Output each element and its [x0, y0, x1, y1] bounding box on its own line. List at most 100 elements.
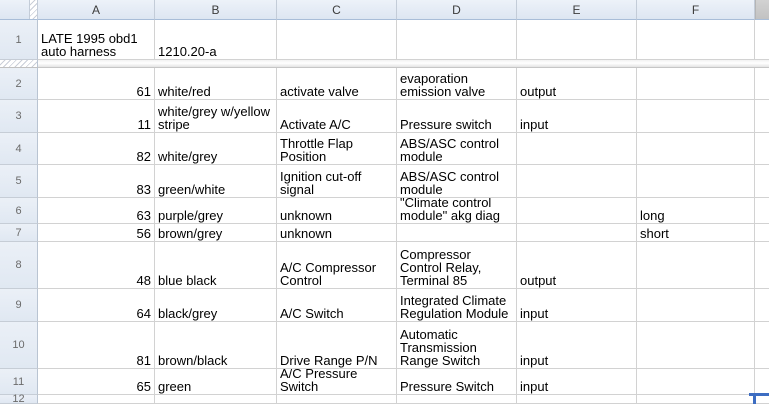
cell-g12[interactable] [755, 395, 769, 404]
cell-e7[interactable] [517, 224, 637, 242]
cell-c6[interactable]: unknown [277, 198, 397, 224]
row-header-5[interactable]: 5 [0, 165, 38, 198]
row-header-3[interactable]: 3 [0, 100, 38, 133]
cell-a9[interactable]: 64 [38, 289, 155, 322]
cell-f11[interactable] [637, 369, 755, 395]
cell-f5[interactable] [637, 165, 755, 198]
cell-b2[interactable]: white/red [155, 68, 277, 100]
row-header-12[interactable]: 12 [0, 393, 38, 404]
row-header-2[interactable]: 2 [0, 68, 38, 100]
cell-g8[interactable] [755, 242, 769, 289]
row-header-1[interactable]: 1 [0, 20, 38, 60]
cell-c2[interactable]: activate valve [277, 68, 397, 100]
cell-f10[interactable] [637, 322, 755, 369]
row-header-11[interactable]: 11 [0, 369, 38, 395]
cell-d2[interactable]: evaporation emission valve [397, 68, 517, 100]
cell-b12[interactable] [155, 395, 277, 404]
cell-g1[interactable] [755, 20, 769, 60]
cell-a11[interactable]: 65 [38, 369, 155, 395]
cell-a10[interactable]: 81 [38, 322, 155, 369]
cell-g9[interactable] [755, 289, 769, 322]
cell-a3[interactable]: 11 [38, 100, 155, 133]
cell-a2[interactable]: 61 [38, 68, 155, 100]
cell-e9[interactable]: input [517, 289, 637, 322]
cell-f6[interactable]: long [637, 198, 755, 224]
select-all-corner[interactable] [0, 0, 38, 20]
cell-b3[interactable]: white/grey w/yellow stripe [155, 100, 277, 133]
cell-f2[interactable] [637, 68, 755, 100]
cell-d1[interactable] [397, 20, 517, 60]
cell-c10[interactable]: Drive Range P/N [277, 322, 397, 369]
cell-c1[interactable] [277, 20, 397, 60]
cell-e12[interactable] [517, 395, 637, 404]
cell-a1[interactable]: LATE 1995 obd1 auto harness [38, 20, 155, 60]
cell-e4[interactable] [517, 133, 637, 165]
cell-b10[interactable]: brown/black [155, 322, 277, 369]
cell-b4[interactable]: white/grey [155, 133, 277, 165]
cell-e10[interactable]: input [517, 322, 637, 369]
cell-d3[interactable]: Pressure switch [397, 100, 517, 133]
cell-f1[interactable] [637, 20, 755, 60]
cell-a8[interactable]: 48 [38, 242, 155, 289]
cell-e5[interactable] [517, 165, 637, 198]
cell-e1[interactable] [517, 20, 637, 60]
cell-a12[interactable] [38, 395, 155, 404]
cell-d11[interactable]: Pressure Switch [397, 369, 517, 395]
column-header-f[interactable]: F [637, 0, 755, 20]
cell-c5[interactable]: Ignition cut-off signal [277, 165, 397, 198]
cell-e8[interactable]: output [517, 242, 637, 289]
cell-d10[interactable]: Automatic Transmission Range Switch [397, 322, 517, 369]
row-header-7[interactable]: 7 [0, 224, 38, 242]
cell-g10[interactable] [755, 322, 769, 369]
cell-e3[interactable]: input [517, 100, 637, 133]
cell-f8[interactable] [637, 242, 755, 289]
cell-d4[interactable]: ABS/ASC control module [397, 133, 517, 165]
cell-c11[interactable]: A/C Pressure Switch [277, 369, 397, 395]
cell-f9[interactable] [637, 289, 755, 322]
cell-b1[interactable]: 1210.20-a [155, 20, 277, 60]
row-header-6[interactable]: 6 [0, 198, 38, 224]
cell-d6[interactable]: "Climate control module" akg diag [397, 198, 517, 224]
cell-g2[interactable] [755, 68, 769, 100]
cell-f4[interactable] [637, 133, 755, 165]
cell-d9[interactable]: Integrated Climate Regulation Module [397, 289, 517, 322]
column-header-b[interactable]: B [155, 0, 277, 20]
cell-f3[interactable] [637, 100, 755, 133]
cell-g4[interactable] [755, 133, 769, 165]
cell-a4[interactable]: 82 [38, 133, 155, 165]
column-header-e[interactable]: E [517, 0, 637, 20]
cell-c3[interactable]: Activate A/C [277, 100, 397, 133]
cell-e11[interactable]: input [517, 369, 637, 395]
cell-c12[interactable] [277, 395, 397, 404]
row-header-4[interactable]: 4 [0, 133, 38, 165]
cell-g5[interactable] [755, 165, 769, 198]
cell-d7[interactable] [397, 224, 517, 242]
cell-e6[interactable] [517, 198, 637, 224]
cell-a6[interactable]: 63 [38, 198, 155, 224]
cell-e2[interactable]: output [517, 68, 637, 100]
row-header-10[interactable]: 10 [0, 322, 38, 369]
cell-a5[interactable]: 83 [38, 165, 155, 198]
cell-d5[interactable]: ABS/ASC control module [397, 165, 517, 198]
cell-b9[interactable]: black/grey [155, 289, 277, 322]
cell-b6[interactable]: purple/grey [155, 198, 277, 224]
row-header-9[interactable]: 9 [0, 289, 38, 322]
cell-g11[interactable] [755, 369, 769, 395]
row-header-8[interactable]: 8 [0, 242, 38, 289]
cell-c7[interactable]: unknown [277, 224, 397, 242]
freeze-pane-handle-icon[interactable] [29, 0, 37, 19]
cell-b8[interactable]: blue black [155, 242, 277, 289]
cell-b7[interactable]: brown/grey [155, 224, 277, 242]
cell-f12[interactable] [637, 395, 755, 404]
cell-a7[interactable]: 56 [38, 224, 155, 242]
cell-d12[interactable] [397, 395, 517, 404]
cell-c8[interactable]: A/C Compressor Control [277, 242, 397, 289]
cell-b5[interactable]: green/white [155, 165, 277, 198]
cell-g3[interactable] [755, 100, 769, 133]
cell-g7[interactable] [755, 224, 769, 242]
cell-g6[interactable] [755, 198, 769, 224]
cell-c9[interactable]: A/C Switch [277, 289, 397, 322]
column-header-d[interactable]: D [397, 0, 517, 20]
column-header-c[interactable]: C [277, 0, 397, 20]
column-header-a[interactable]: A [38, 0, 155, 20]
